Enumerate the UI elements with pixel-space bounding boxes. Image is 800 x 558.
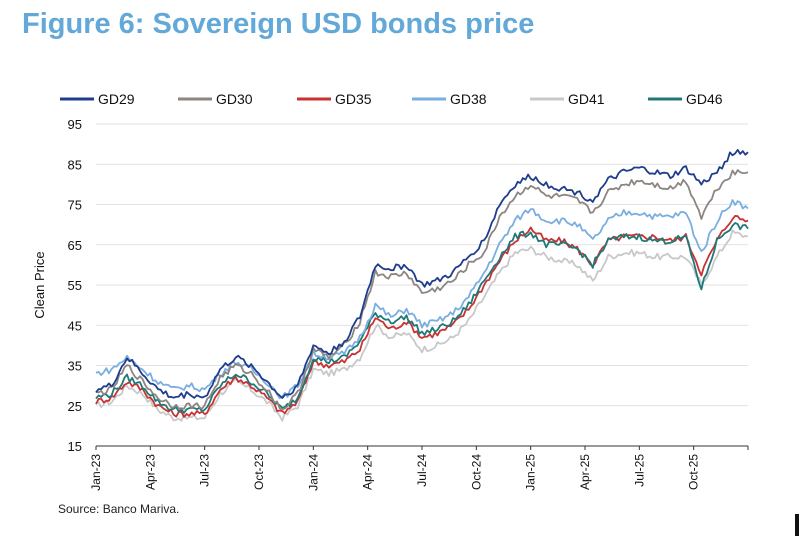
x-tick-label: Apr-25 <box>578 454 592 490</box>
line-chart: 15 25 35 45 55 65 75 85 95 Jan-23 Apr-23 Jul-23 Oct… <box>32 91 749 491</box>
x-tick-label: Oct-24 <box>469 454 483 490</box>
series-line-gd30 <box>95 169 749 411</box>
series-line-gd41 <box>95 229 749 422</box>
x-tick-label: Apr-24 <box>361 454 375 490</box>
chart-title: Figure 6: Sovereign USD bonds price <box>22 8 535 40</box>
y-tick-label: 65 <box>68 238 82 253</box>
legend-label-gd46: GD46 <box>686 91 723 107</box>
legend-label-gd35: GD35 <box>335 91 372 107</box>
y-tick-label: 55 <box>68 278 82 293</box>
legend-label-gd38: GD38 <box>450 91 487 107</box>
x-tick-label: Jan-25 <box>524 454 538 491</box>
y-tick-label: 85 <box>68 157 82 172</box>
y-tick-label: 35 <box>68 359 82 374</box>
legend-label-gd41: GD41 <box>568 91 605 107</box>
x-tick-label: Jan-23 <box>89 454 103 491</box>
source-note: Source: Banco Mariva. <box>58 502 180 516</box>
y-tick-label: 95 <box>68 117 82 132</box>
legend-label-gd30: GD30 <box>216 91 253 107</box>
y-tick-label: 15 <box>68 439 82 454</box>
x-tick-label: Apr-23 <box>143 454 157 490</box>
x-tick-label: Jan-24 <box>306 454 320 491</box>
y-axis-label: Clean Price <box>32 251 47 318</box>
series-line-gd29 <box>95 149 749 399</box>
y-tick-label: 25 <box>68 399 82 414</box>
legend: GD29 GD30 GD35 GD38 GD41 GD46 <box>60 91 723 107</box>
edge-mark <box>795 514 799 536</box>
x-tick-labels: Jan-23 Apr-23 Jul-23 Oct-23 Jan-24 Apr-24 Jul-… <box>89 446 749 491</box>
y-tick-labels: 15 25 35 45 55 65 75 85 95 <box>68 117 82 454</box>
series-line-gd38 <box>95 199 749 400</box>
x-tick-label: Jul-23 <box>198 454 212 487</box>
y-tick-label: 45 <box>68 318 82 333</box>
x-tick-label: Oct-25 <box>687 454 701 490</box>
legend-label-gd29: GD29 <box>98 91 135 107</box>
x-tick-label: Jul-24 <box>415 454 429 487</box>
series-lines <box>95 149 749 422</box>
x-tick-label: Oct-23 <box>252 454 266 490</box>
series-line-gd46 <box>95 222 749 414</box>
x-tick-label: Jul-25 <box>632 454 646 487</box>
y-tick-label: 75 <box>68 198 82 213</box>
